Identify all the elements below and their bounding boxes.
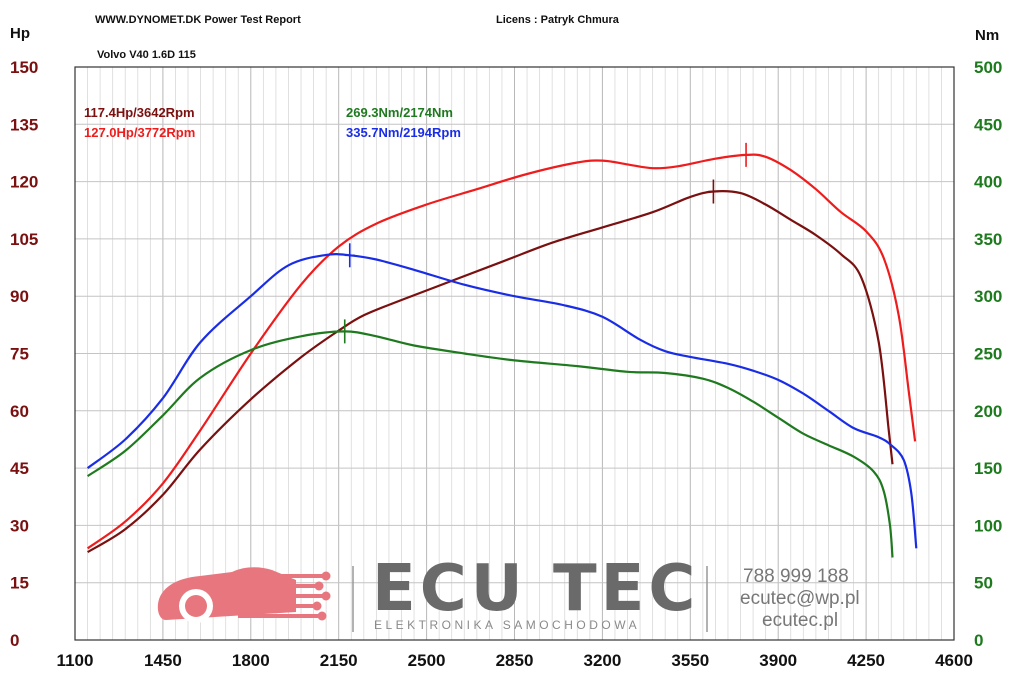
y-tick-right: 350	[974, 230, 1002, 249]
y-tick-left: 105	[10, 230, 38, 249]
ecutec-logo: ECU TEC ELEKTRONIKA SAMOCHODOWA 788 999 …	[157, 552, 860, 632]
y-tick-right: 500	[974, 58, 1002, 77]
brand-website: ecutec.pl	[762, 610, 838, 631]
report-title: WWW.DYNOMET.DK Power Test Report	[95, 14, 301, 26]
y-tick-right: 150	[974, 459, 1002, 478]
y-tick-left: 30	[10, 516, 29, 535]
y-tick-right: 250	[974, 345, 1002, 364]
x-tick: 3900	[759, 651, 797, 670]
x-tick: 1450	[144, 651, 182, 670]
y-tick-left: 75	[10, 345, 29, 364]
x-tick: 4600	[935, 651, 973, 670]
y-tick-right: 100	[974, 516, 1002, 535]
x-tick: 2150	[320, 651, 358, 670]
brand-email: ecutec@wp.pl	[740, 588, 860, 609]
chart-grid	[74, 66, 955, 641]
x-tick: 1800	[232, 651, 270, 670]
y-tick-right: 50	[974, 574, 993, 593]
y-tick-right: 400	[974, 173, 1002, 192]
x-tick: 1100	[57, 651, 94, 670]
y-tick-right: 0	[974, 631, 983, 650]
car-circuit-icon	[157, 567, 331, 623]
peak-label-nm-tuned: 335.7Nm/2194Rpm	[346, 125, 461, 140]
series-line-1	[86, 153, 917, 550]
peak-label-hp-stock: 117.4Hp/3642Rpm	[84, 105, 195, 120]
y-tick-right: 200	[974, 402, 1002, 421]
left-axis-unit: Hp	[10, 25, 30, 42]
y-tick-right: 300	[974, 287, 1002, 306]
peak-label-nm-stock: 269.3Nm/2174Nm	[346, 105, 453, 120]
y-tick-left: 60	[10, 402, 29, 421]
y-tick-right: 450	[974, 115, 1002, 134]
y-tick-left: 90	[10, 287, 29, 306]
brand-tagline: ELEKTRONIKA SAMOCHODOWA	[374, 618, 640, 632]
right-axis-unit: Nm	[975, 27, 999, 44]
brand-phone: 788 999 188	[743, 566, 849, 587]
series-line-2	[86, 330, 894, 558]
x-tick: 4250	[847, 651, 885, 670]
peak-label-hp-tuned: 127.0Hp/3772Rpm	[84, 125, 195, 140]
y-tick-left: 0	[10, 631, 19, 650]
y-tick-left: 15	[10, 574, 29, 593]
series-line-3	[86, 253, 918, 549]
y-tick-left: 135	[10, 115, 38, 134]
x-tick: 2850	[496, 651, 534, 670]
axis-ticks: 0 15 30 45 60 75 90 105 120 135 150 0 50 100 150 200 250…	[10, 58, 1002, 670]
license-label: Licens : Patryk Chmura	[496, 14, 620, 26]
y-tick-left: 120	[10, 173, 38, 192]
series-line-0	[87, 190, 894, 554]
y-tick-left: 150	[10, 58, 38, 77]
brand-name: ECU TEC	[372, 552, 699, 626]
vehicle-label: Volvo V40 1.6D 115	[97, 49, 196, 61]
plot-frame	[74, 66, 955, 641]
power-torque-curves	[86, 142, 918, 558]
x-tick: 3200	[583, 651, 621, 670]
x-tick: 2500	[408, 651, 446, 670]
y-tick-left: 45	[10, 459, 29, 478]
x-tick: 3550	[671, 651, 709, 670]
